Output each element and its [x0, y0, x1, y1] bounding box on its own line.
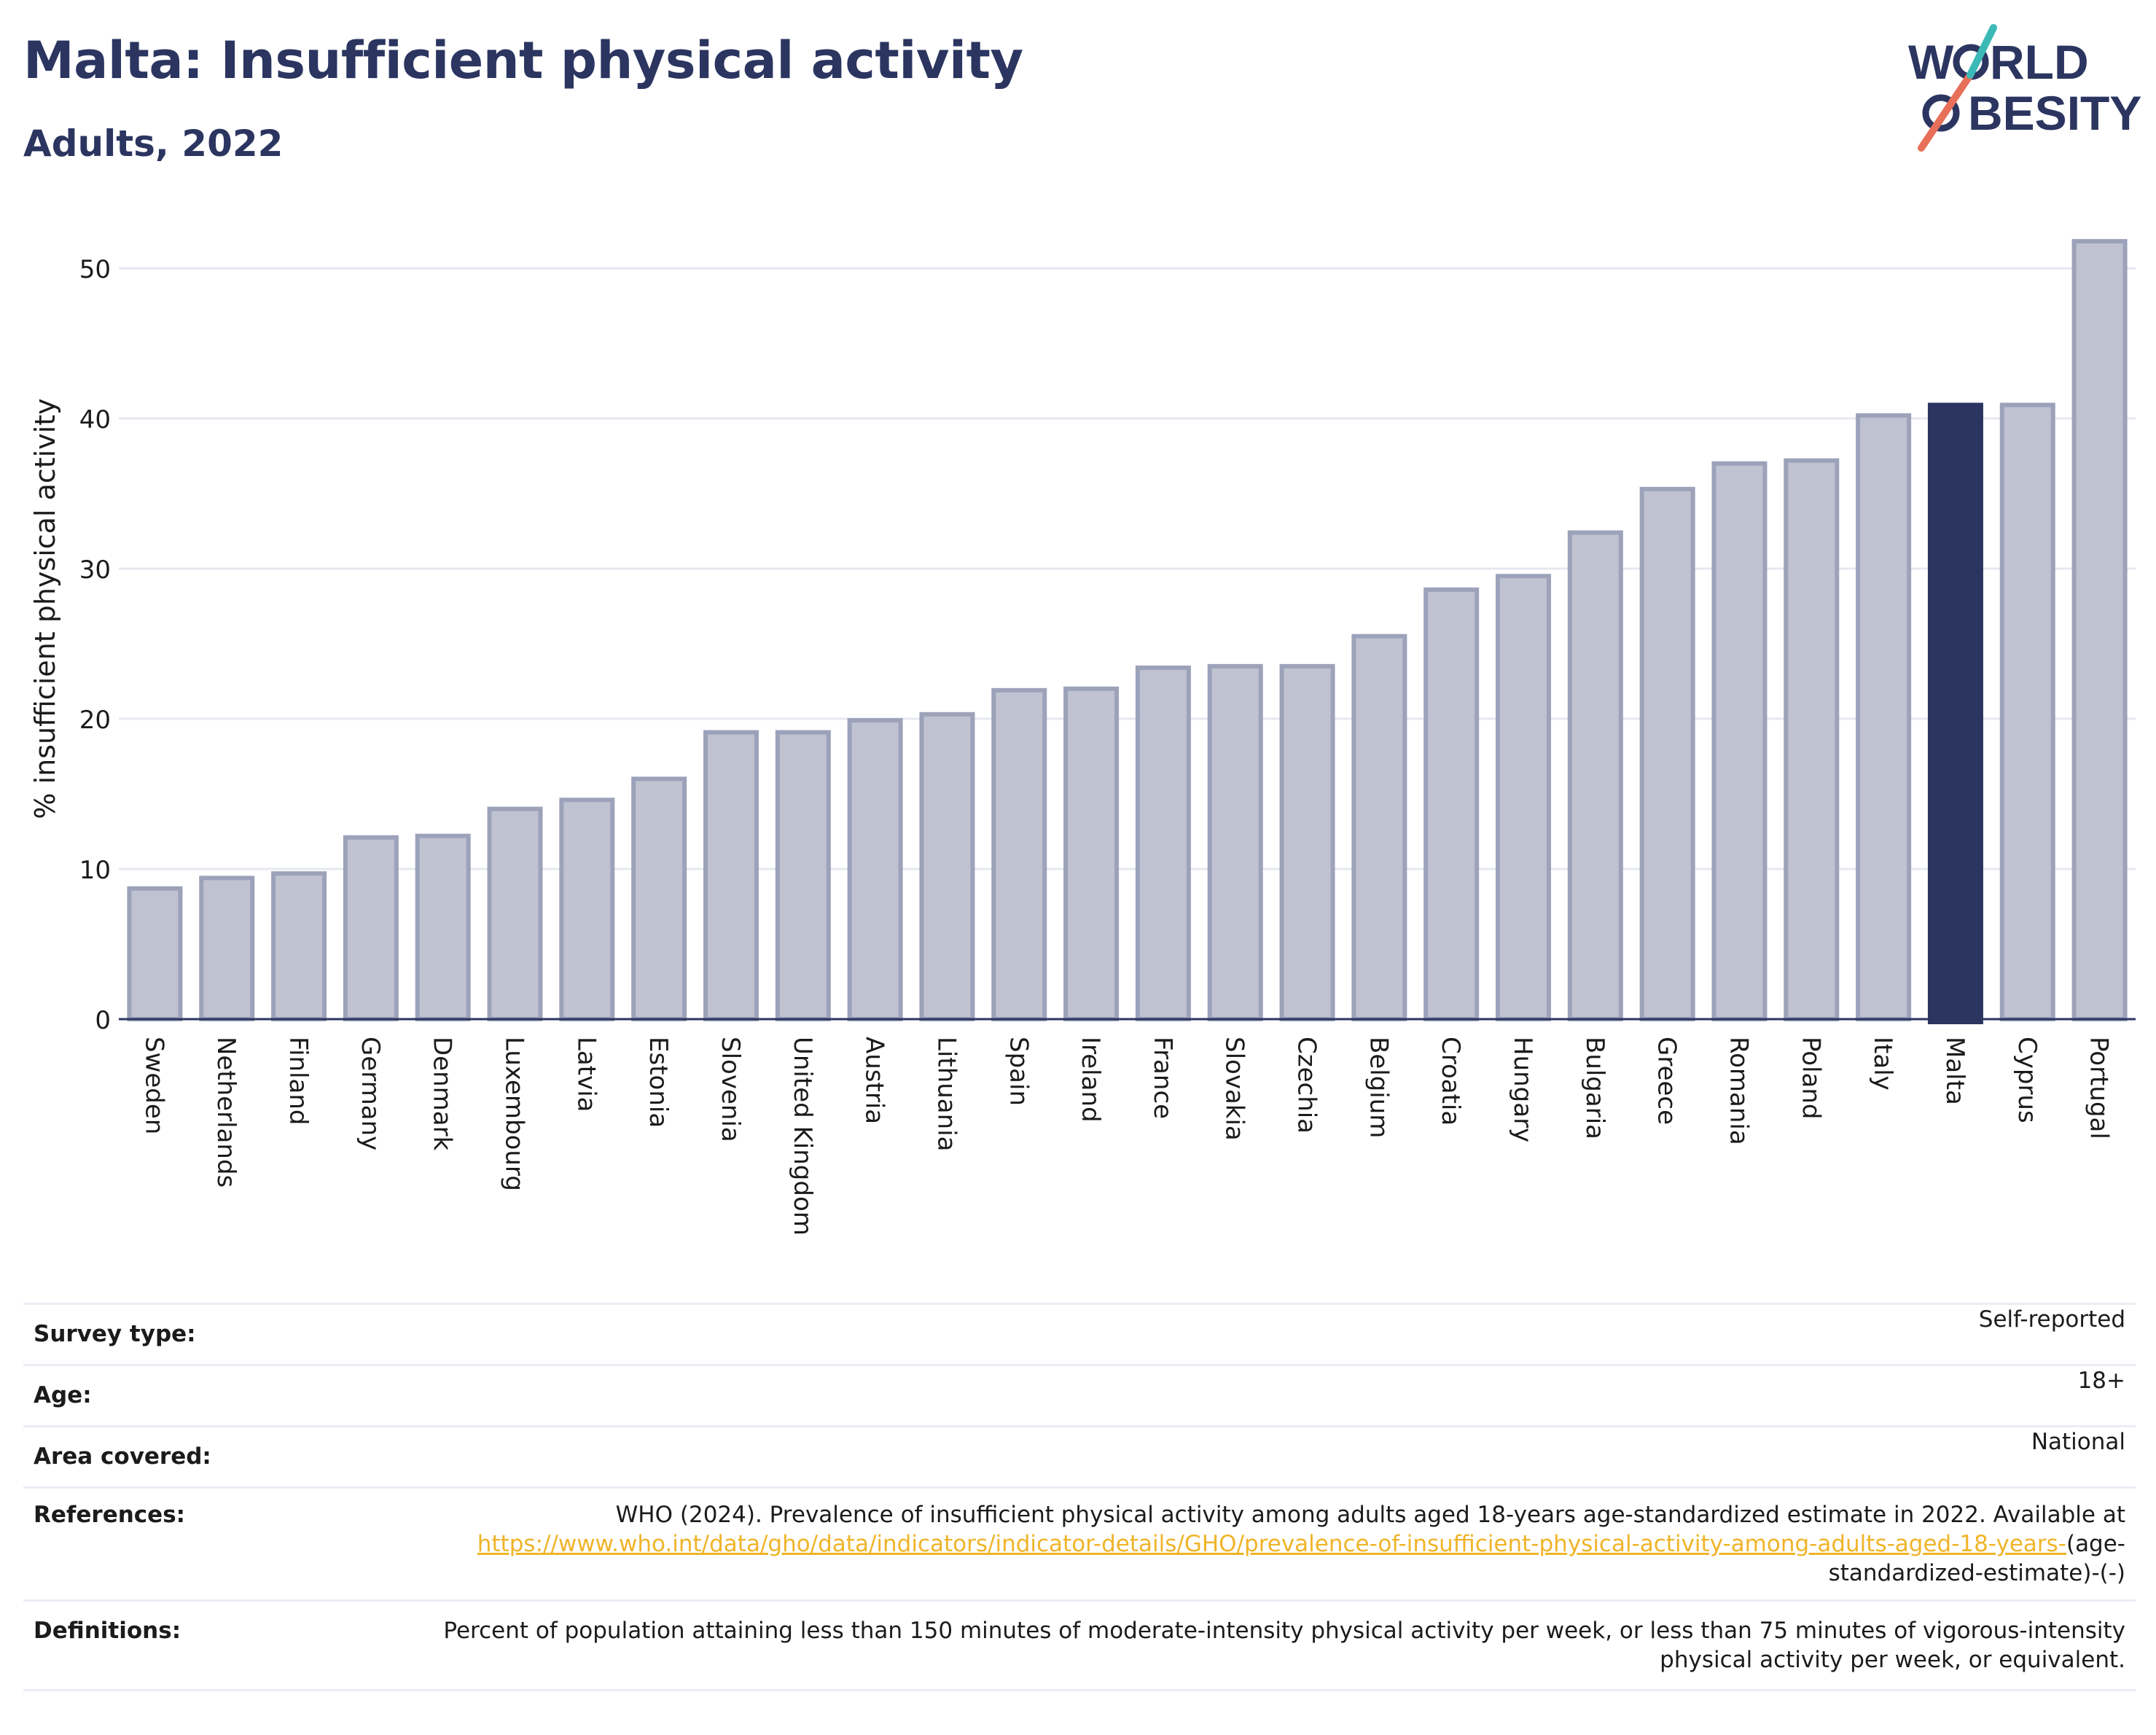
x-tick-label: United Kingdom	[788, 1037, 817, 1236]
bar-lithuania	[919, 711, 975, 1021]
y-tick-label: 30	[79, 555, 111, 585]
y-tick-label: 10	[79, 856, 111, 885]
definitions-value: Percent of population attaining less tha…	[335, 1599, 2136, 1691]
bar-slovenia	[703, 730, 759, 1021]
bar-bulgaria	[1567, 530, 1623, 1021]
area-label: Area covered:	[23, 1425, 335, 1489]
bar-greece	[1639, 486, 1695, 1021]
bar-italy	[1856, 413, 1912, 1021]
area-row: Area covered: National	[23, 1425, 2136, 1489]
bar-finland	[271, 871, 327, 1022]
x-tick-label: Spain	[1004, 1037, 1033, 1106]
y-tick-label: 40	[79, 405, 111, 434]
bar-cyprus	[1999, 402, 2055, 1021]
references-link[interactable]: https://www.who.int/data/gho/data/indica…	[477, 1531, 2066, 1557]
age-row: Age: 18+	[23, 1364, 2136, 1427]
bar-czechia	[1279, 663, 1335, 1022]
bar-hungary	[1496, 574, 1552, 1021]
bar-denmark	[415, 833, 471, 1022]
logo-o-bottom	[1922, 94, 1960, 132]
x-tick-label: Greece	[1652, 1037, 1682, 1125]
x-tick-label: Lithuania	[931, 1037, 961, 1151]
bar-romania	[1711, 461, 1768, 1021]
x-tick-label: Germany	[356, 1037, 385, 1150]
x-tick-label: Hungary	[1508, 1037, 1537, 1142]
bar-ireland	[1063, 686, 1120, 1021]
x-tick-label: Belgium	[1364, 1037, 1393, 1138]
survey-type-value: Self-reported	[335, 1303, 2136, 1366]
x-tick-label: France	[1148, 1037, 1177, 1119]
x-tick-labels: Sweden Netherlands Finland Germany Denmark Lu…	[139, 1037, 2113, 1236]
bar-luxembourg	[487, 806, 543, 1021]
bar-belgium	[1351, 633, 1407, 1021]
x-tick-label: Bulgaria	[1580, 1037, 1609, 1139]
info-table: Survey type: Self-reported Age: 18+ Area…	[23, 1303, 2136, 1691]
x-tick-label: Latvia	[571, 1037, 601, 1112]
bar-estonia	[631, 776, 687, 1022]
references-value: WHO (2024). Prevalence of insufficient p…	[335, 1486, 2136, 1602]
x-tick-label: Romania	[1724, 1037, 1753, 1145]
area-value: National	[335, 1425, 2136, 1489]
x-tick-label: Sweden	[139, 1037, 168, 1134]
references-text: WHO (2024). Prevalence of insufficient p…	[615, 1502, 2125, 1528]
x-tick-label: Netherlands	[211, 1037, 241, 1188]
bar-united-kingdom	[775, 730, 831, 1021]
references-label: References:	[23, 1486, 335, 1602]
logo-besity: BESITY	[1968, 86, 2141, 140]
x-tick-label: Italy	[1868, 1037, 1897, 1091]
survey-type-label: Survey type:	[23, 1303, 335, 1366]
x-tick-label: Slovakia	[1220, 1037, 1249, 1141]
age-label: Age:	[23, 1364, 335, 1427]
bar-sweden	[127, 886, 183, 1022]
bar-spain	[991, 687, 1047, 1021]
bar-latvia	[559, 798, 615, 1021]
x-tick-label: Poland	[1796, 1037, 1825, 1120]
x-tick-label: Estonia	[644, 1037, 673, 1128]
x-tick-label: Croatia	[1436, 1037, 1465, 1126]
bar-netherlands	[199, 876, 255, 1021]
x-tick-label: Slovenia	[716, 1037, 745, 1142]
definitions-row: Definitions: Percent of population attai…	[23, 1599, 2136, 1691]
bar-poland	[1784, 458, 1840, 1021]
x-tick-label: Denmark	[428, 1037, 457, 1151]
x-tick-label: Cyprus	[2012, 1037, 2042, 1123]
bar-malta	[1927, 402, 1983, 1024]
logo-w: W	[1908, 35, 1954, 89]
references-suffix: (age-standardized-estimate)-(-)	[1828, 1531, 2125, 1586]
logo-rld: RLD	[1990, 35, 2089, 89]
bar-austria	[847, 718, 903, 1021]
world-obesity-logo: W RLD BESITY	[1908, 24, 2141, 152]
y-tick-label: 20	[79, 706, 111, 735]
y-tick-labels: 0 10 20 30 40 50	[79, 255, 111, 1035]
x-tick-label: Ireland	[1076, 1037, 1105, 1123]
page-subtitle: Adults, 2022	[23, 122, 284, 165]
x-tick-label: Czechia	[1292, 1037, 1321, 1134]
bar-croatia	[1423, 587, 1480, 1021]
page-title: Malta: Insufficient physical activity	[23, 31, 1023, 90]
logo-slash-coral	[1918, 71, 1974, 152]
x-tick-label: Austria	[860, 1037, 889, 1124]
logo-slash-teal	[1966, 24, 1997, 79]
y-axis-label: % insufficient physical activity	[29, 398, 61, 819]
bar-france	[1135, 665, 1191, 1022]
x-tick-label: Malta	[1940, 1037, 1969, 1105]
definitions-label: Definitions:	[23, 1599, 335, 1691]
x-tick-label: Finland	[284, 1037, 313, 1126]
bars	[127, 238, 2128, 1024]
x-tick-label: Portugal	[2085, 1037, 2114, 1139]
y-tick-label: 50	[79, 255, 111, 284]
bar-portugal	[2071, 238, 2128, 1021]
age-value: 18+	[335, 1364, 2136, 1427]
references-row: References: WHO (2024). Prevalence of in…	[23, 1486, 2136, 1602]
bar-germany	[343, 835, 399, 1021]
survey-type-row: Survey type: Self-reported	[23, 1303, 2136, 1366]
x-tick-label: Luxembourg	[500, 1037, 529, 1191]
y-tick-label: 0	[95, 1006, 111, 1035]
bar-slovakia	[1207, 663, 1263, 1022]
bar-chart: 0 10 20 30 40 50 Sweden Netherlands Finland Germ…	[29, 238, 2136, 1236]
